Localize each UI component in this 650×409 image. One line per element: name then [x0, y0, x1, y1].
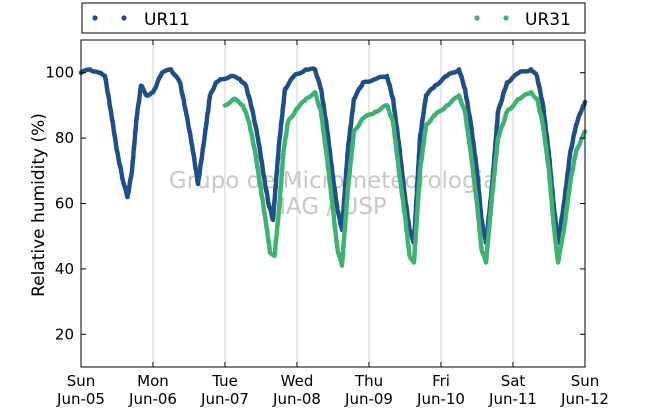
- y-axis: 20 40 60 80 100: [45, 64, 585, 343]
- x-tick-label-day: Tue: [211, 372, 238, 390]
- x-tick-label-day: Sat: [501, 372, 526, 390]
- y-tick-label: 100: [45, 64, 74, 82]
- x-tick-label-day: Thu: [354, 372, 383, 390]
- series-layer: [78, 66, 588, 268]
- x-tick-label-day: Wed: [281, 372, 314, 390]
- legend-marker-ur31-2: [503, 15, 509, 21]
- x-tick-label-date: Jun-10: [416, 390, 465, 408]
- y-tick-label: 40: [55, 260, 74, 278]
- y-axis-title: Relative humidity (%): [29, 113, 49, 297]
- legend-marker-ur31-1: [474, 15, 480, 21]
- x-tick-label-day: Sun: [67, 372, 96, 390]
- x-tick-label-date: Jun-12: [560, 390, 609, 408]
- x-tick-label-day: Fri: [432, 372, 450, 390]
- legend-marker-ur11-2: [121, 15, 127, 21]
- series-ur31: [222, 90, 588, 268]
- x-tick-label-date: Jun-08: [272, 390, 321, 408]
- x-tick-label-date: Jun-07: [200, 390, 249, 408]
- x-axis: SunJun-05MonJun-06TueJun-07WedJun-08ThuJ…: [56, 40, 609, 408]
- y-tick-label: 60: [55, 195, 74, 213]
- legend-marker-ur11-1: [92, 15, 98, 21]
- legend-box: [81, 2, 586, 34]
- series-ur11: [78, 66, 588, 245]
- x-tick-label-day: Mon: [137, 372, 169, 390]
- y-tick-label: 20: [55, 325, 74, 343]
- legend: UR11 UR31: [81, 2, 586, 34]
- y-tick-label: 80: [55, 129, 74, 147]
- legend-label-ur11: UR11: [144, 10, 190, 30]
- x-tick-label-date: Jun-05: [56, 390, 105, 408]
- x-tick-label-date: Jun-06: [128, 390, 177, 408]
- x-tick-label-date: Jun-11: [488, 390, 537, 408]
- legend-label-ur31: UR31: [525, 10, 571, 30]
- x-tick-label-day: Sun: [571, 372, 600, 390]
- x-tick-label-date: Jun-09: [344, 390, 393, 408]
